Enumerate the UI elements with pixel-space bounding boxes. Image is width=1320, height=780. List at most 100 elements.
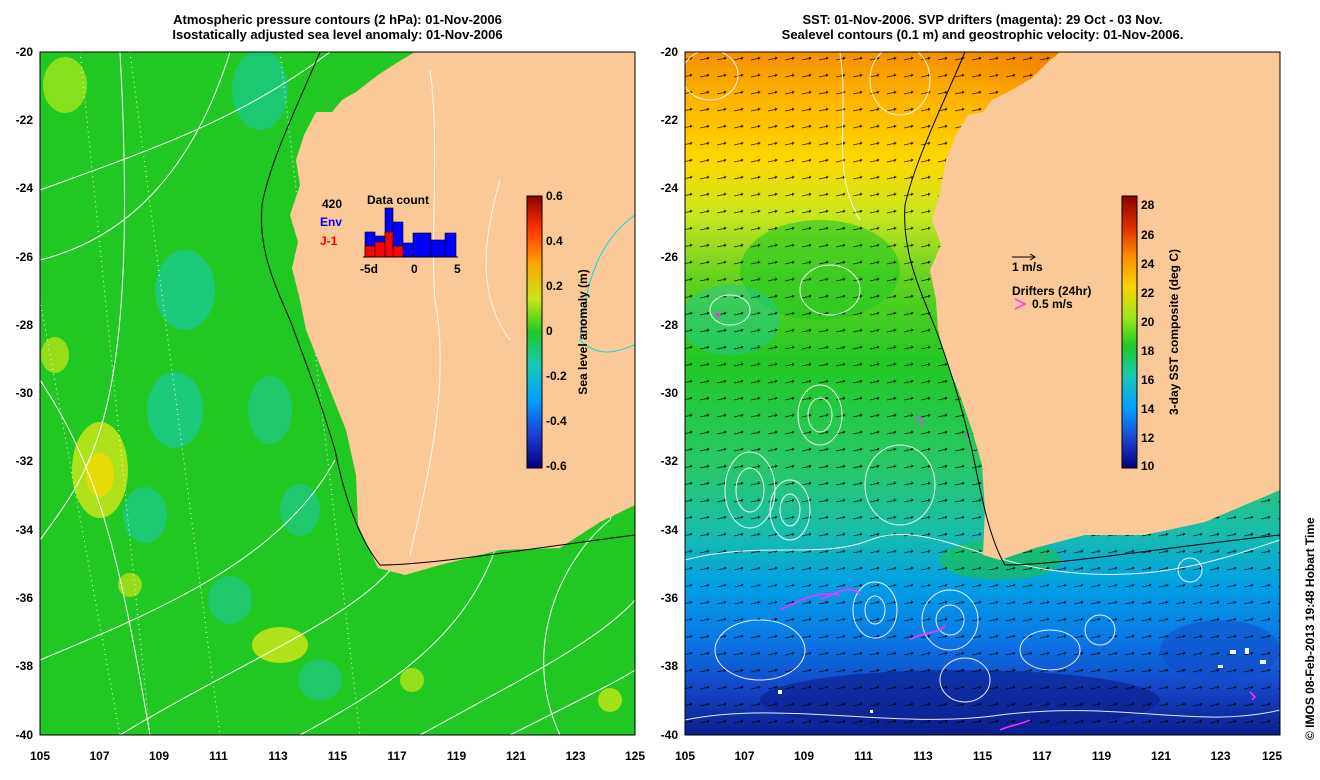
left-lon-tick-105: 105	[30, 749, 50, 763]
sla-colorbar: 0.6 0.4 0.2 0 -0.2 -0.4 -0.6 Sea level a…	[526, 189, 590, 473]
right-lat-tick-20: -20	[661, 45, 679, 59]
shelf-contour	[260, 52, 635, 566]
left-lat-tick-22: -22	[16, 113, 34, 127]
right-lat-tick-36: -36	[661, 591, 679, 605]
left-lat-axis: -20 -22 -24 -26 -28 -30 -32 -34 -36 -38 …	[16, 45, 34, 742]
sst-tick-6: 16	[1141, 373, 1155, 387]
right-lon-tick-125: 125	[1262, 749, 1282, 763]
right-map-area	[685, 52, 1280, 735]
drifters-speed-label: 0.5 m/s	[1032, 297, 1073, 311]
right-map-frame	[684, 51, 1281, 736]
right-lon-tick-105: 105	[675, 749, 695, 763]
left-lon-tick-115: 115	[328, 749, 348, 763]
right-shelf-contour	[904, 52, 1280, 566]
left-lon-tick-109: 109	[149, 749, 169, 763]
inset-x-tick-0: 0	[411, 262, 418, 276]
left-lat-tick-20: -20	[16, 45, 34, 59]
right-lon-tick-121: 121	[1151, 749, 1171, 763]
sst-tick-5: 18	[1141, 344, 1155, 358]
sst-tick-1: 26	[1141, 228, 1155, 242]
drifter-scale-arrow	[1014, 298, 1027, 310]
sla-tick-4: -0.2	[546, 369, 567, 383]
left-lat-tick-28: -28	[16, 318, 34, 332]
left-lon-tick-119: 119	[447, 749, 467, 763]
imos-credit: © IMOS 08-Feb-2013 19:48 Hobart Time	[1303, 517, 1317, 740]
left-title-line2: Isostatically adjusted sea level anomaly…	[172, 27, 503, 42]
right-lat-tick-38: -38	[661, 659, 679, 673]
left-lat-tick-32: -32	[16, 454, 34, 468]
sla-tick-5: -0.4	[546, 414, 567, 428]
left-lat-tick-34: -34	[16, 523, 34, 537]
sealevel-contours	[685, 52, 1280, 721]
right-title-line2: Sealevel contours (0.1 m) and geostrophi…	[781, 27, 1184, 42]
sst-tick-9: 10	[1141, 459, 1155, 473]
velocity-legend: 1 m/s Drifters (24hr) 0.5 m/s	[1012, 253, 1091, 311]
inset-env-label: Env	[320, 215, 342, 229]
left-lon-tick-107: 107	[89, 749, 109, 763]
land-pressure-contours	[409, 69, 511, 556]
right-lat-axis: -20 -22 -24 -26 -28 -30 -32 -34 -36 -38 …	[661, 45, 679, 742]
right-lon-tick-117: 117	[1032, 749, 1052, 763]
right-lon-tick-123: 123	[1210, 749, 1230, 763]
cyan-contour	[579, 214, 635, 353]
right-lat-tick-28: -28	[661, 318, 679, 332]
velocity-scale-arrow	[1012, 253, 1036, 261]
svp-drifter-tracks	[714, 311, 1257, 731]
inset-x-tick-neg5: -5d	[360, 262, 378, 276]
sst-tick-7: 14	[1141, 402, 1155, 416]
right-land-mass	[930, 52, 1280, 560]
left-lon-tick-113: 113	[268, 749, 288, 763]
sst-colorbar-label: 3-day SST composite (deg C)	[1167, 249, 1181, 415]
right-lon-tick-113: 113	[913, 749, 933, 763]
left-lat-tick-38: -38	[16, 659, 34, 673]
sla-tick-1: 0.4	[546, 234, 563, 248]
right-lon-tick-107: 107	[734, 749, 754, 763]
right-lon-tick-119: 119	[1092, 749, 1112, 763]
sla-tick-3: 0	[546, 324, 553, 338]
velocity-scale-label: 1 m/s	[1012, 260, 1043, 274]
right-lat-tick-34: -34	[661, 523, 679, 537]
left-map-frame	[39, 51, 636, 736]
sst-tick-4: 20	[1141, 315, 1155, 329]
left-lon-tick-111: 111	[209, 749, 228, 763]
right-lat-tick-30: -30	[661, 386, 679, 400]
inset-title: Data count	[367, 193, 429, 207]
drifters-label: Drifters (24hr)	[1012, 284, 1091, 298]
sla-tick-0: 0.6	[546, 189, 563, 203]
sst-tick-0: 28	[1141, 198, 1155, 212]
left-lat-tick-40: -40	[16, 728, 34, 742]
right-lat-tick-40: -40	[661, 728, 679, 742]
right-lon-tick-111: 111	[854, 749, 873, 763]
sla-tick-6: -0.6	[546, 459, 567, 473]
left-lat-tick-36: -36	[16, 591, 34, 605]
sst-tick-3: 22	[1141, 286, 1155, 300]
data-count-inset: 420 Env J-1 Data count -5d 0 5	[320, 193, 461, 276]
left-map-title: Atmospheric pressure contours (2 hPa): 0…	[40, 12, 635, 42]
right-lon-tick-109: 109	[794, 749, 814, 763]
right-lat-tick-24: -24	[661, 181, 679, 195]
sla-colorbar-label: Sea level anomaly (m)	[576, 269, 590, 394]
left-lat-tick-30: -30	[16, 386, 34, 400]
right-title-line1: SST: 01-Nov-2006. SVP drifters (magenta)…	[802, 12, 1163, 27]
left-lon-tick-125: 125	[625, 749, 645, 763]
sla-tick-2: 0.2	[546, 279, 563, 293]
left-lat-tick-24: -24	[16, 181, 34, 195]
left-lon-tick-117: 117	[387, 749, 407, 763]
right-lat-tick-26: -26	[661, 250, 679, 264]
right-lon-axis: 105 107 109 111 113 115 117 119 121 123 …	[675, 749, 1282, 763]
right-map-title: SST: 01-Nov-2006. SVP drifters (magenta)…	[685, 12, 1280, 42]
sst-colorbar: 28 26 24 22 20 18 16 14 12 10 3-day SST …	[1121, 195, 1181, 473]
left-land-mass	[290, 52, 635, 575]
sst-tick-2: 24	[1141, 257, 1155, 271]
right-lon-tick-115: 115	[973, 749, 993, 763]
left-map-area	[40, 52, 635, 735]
left-title-line1: Atmospheric pressure contours (2 hPa): 0…	[173, 12, 502, 27]
left-lat-tick-26: -26	[16, 250, 34, 264]
sst-cloud-gaps	[778, 648, 1266, 713]
right-lat-tick-32: -32	[661, 454, 679, 468]
inset-j1-label: J-1	[320, 234, 338, 248]
left-lon-axis: 105 107 109 111 113 115 117 119 121 123 …	[30, 749, 645, 763]
left-lon-tick-121: 121	[506, 749, 526, 763]
left-lon-tick-123: 123	[565, 749, 585, 763]
